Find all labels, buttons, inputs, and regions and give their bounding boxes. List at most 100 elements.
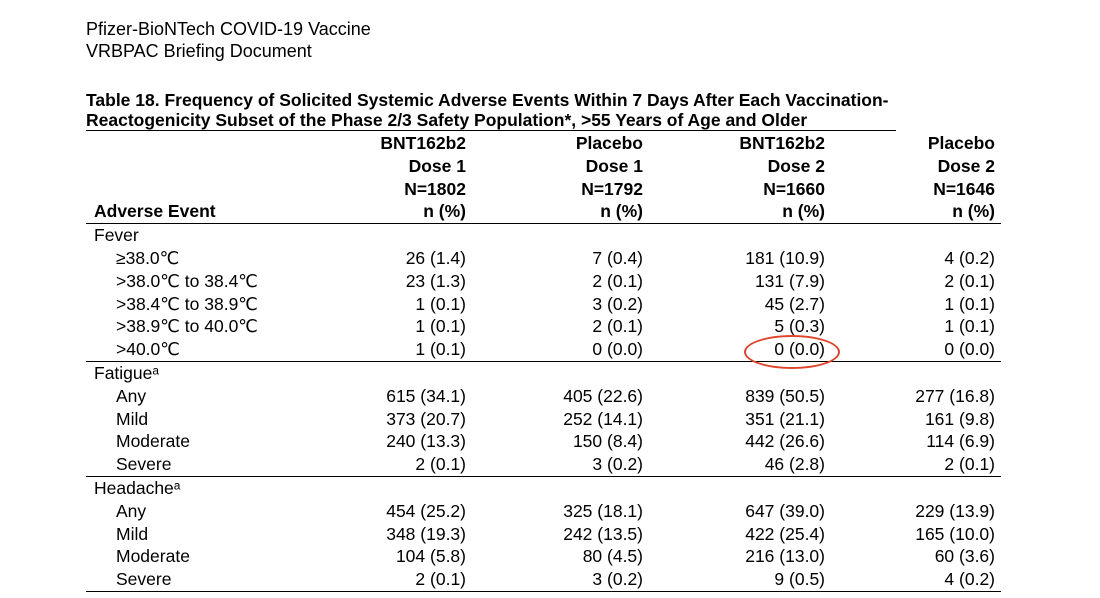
table-title-line-2: Reactogenicity Subset of the Phase 2/3 S… — [86, 110, 808, 130]
column-dose: Dose 1 — [408, 155, 466, 176]
column-unit: n (%) — [354, 200, 472, 225]
row-label: Moderate — [116, 546, 190, 567]
table-cell: 46 (2.8) — [649, 453, 831, 477]
table-cell: 839 (50.5) — [745, 385, 825, 406]
group-name-fever: Fever — [94, 225, 139, 246]
row-label: Severe — [86, 568, 354, 592]
table-cell: 0 (0.0) — [831, 338, 1001, 362]
row-label: Mild — [116, 523, 149, 544]
table-cell: 229 (13.9) — [915, 500, 995, 521]
table-cell: 80 (4.5) — [582, 546, 643, 567]
group-name-headache: Headacheᵃ — [94, 477, 181, 498]
table-cell: 252 (14.1) — [563, 408, 643, 429]
table-cell: 0 (0.0) — [649, 338, 831, 362]
table-cell: 3 (0.2) — [592, 293, 643, 314]
table-row: >38.0℃ to 38.4℃ 23 (1.3) 2 (0.1) 131 (7.… — [86, 270, 1001, 293]
table-cell: 422 (25.4) — [745, 523, 825, 544]
table-cell: 615 (34.1) — [386, 385, 466, 406]
table-cell: 165 (10.0) — [915, 523, 995, 544]
column-product: Placebo — [927, 133, 995, 153]
table-row: Moderate 104 (5.8) 80 (4.5) 216 (13.0) 6… — [86, 545, 1001, 568]
group-header-row: Headacheᵃ — [86, 476, 1001, 499]
table-row: >38.9℃ to 40.0℃ 1 (0.1) 2 (0.1) 5 (0.3) … — [86, 315, 1001, 338]
table-cell: 181 (10.9) — [745, 247, 825, 268]
document-header: Pfizer-BioNTech COVID-19 Vaccine VRBPAC … — [86, 18, 371, 62]
table-cell: 4 (0.2) — [831, 568, 1001, 592]
table-cell: 3 (0.2) — [472, 568, 649, 592]
table-cell: 0 (0.0) — [472, 338, 649, 362]
row-label: Any — [116, 500, 147, 521]
table-row: Any 615 (34.1) 405 (22.6) 839 (50.5) 277… — [86, 385, 1001, 408]
column-sample-size: N=1646 — [933, 178, 995, 199]
table-cell: 3 (0.2) — [472, 453, 649, 477]
column-product: BNT162b2 — [380, 133, 466, 153]
row-label: Mild — [116, 408, 149, 429]
table-cell: 2 (0.1) — [592, 270, 643, 291]
row-label: Any — [116, 385, 147, 406]
table-cell: 2 (0.1) — [354, 453, 472, 477]
table-cell: 2 (0.1) — [831, 453, 1001, 477]
table-cell: 242 (13.5) — [563, 523, 643, 544]
row-label: >38.0℃ to 38.4℃ — [116, 270, 258, 291]
table-cell: 9 (0.5) — [649, 568, 831, 592]
table-cell: 1 (0.1) — [354, 338, 472, 362]
row-label: ≥38.0℃ — [116, 247, 180, 268]
table-title-line-1: Table 18. Frequency of Solicited Systemi… — [86, 90, 889, 110]
column-unit: n (%) — [831, 200, 1001, 225]
table-cell: 1 (0.1) — [415, 316, 466, 337]
table-cell: 161 (9.8) — [924, 408, 995, 429]
adverse-events-table: BNT162b2 Placebo BNT162b2 Placebo Dose 1… — [86, 132, 1001, 592]
table-cell: 405 (22.6) — [563, 385, 643, 406]
table-cell: 1 (0.1) — [415, 293, 466, 314]
row-label: >40.0℃ — [86, 338, 354, 362]
column-dose: Dose 2 — [767, 155, 825, 176]
adverse-event-column-header: Adverse Event — [86, 200, 354, 225]
table-cell: 454 (25.2) — [386, 500, 466, 521]
table-row: Severe 2 (0.1) 3 (0.2) 46 (2.8) 2 (0.1) — [86, 453, 1001, 477]
table-row: >40.0℃ 1 (0.1) 0 (0.0) 0 (0.0) 0 (0.0) — [86, 338, 1001, 362]
table-cell: 1 (0.1) — [944, 293, 995, 314]
table-cell: 131 (7.9) — [754, 270, 825, 291]
table-cell: 647 (39.0) — [745, 500, 825, 521]
table-cell: 277 (16.8) — [915, 385, 995, 406]
table-cell: 348 (19.3) — [386, 523, 466, 544]
table-cell: 45 (2.7) — [764, 293, 825, 314]
table-cell: 2 (0.1) — [944, 270, 995, 291]
table-cell: 2 (0.1) — [354, 568, 472, 592]
table-cell: 23 (1.3) — [405, 270, 466, 291]
group-name-fatigue: Fatigueᵃ — [94, 362, 159, 383]
table-cell: 351 (21.1) — [745, 408, 825, 429]
table-row: >38.4℃ to 38.9℃ 1 (0.1) 3 (0.2) 45 (2.7)… — [86, 293, 1001, 316]
group-header-row: Fatigueᵃ — [86, 361, 1001, 384]
column-unit: n (%) — [649, 200, 831, 225]
table-cell: 114 (6.9) — [926, 431, 995, 452]
table-cell: 150 (8.4) — [572, 431, 643, 452]
table-cell: 7 (0.4) — [592, 247, 643, 268]
row-label: Moderate — [116, 431, 190, 452]
table-row: Severe 2 (0.1) 3 (0.2) 9 (0.5) 4 (0.2) — [86, 568, 1001, 592]
column-unit: n (%) — [472, 200, 649, 225]
table-row: ≥38.0℃ 26 (1.4) 7 (0.4) 181 (10.9) 4 (0.… — [86, 247, 1001, 270]
table-cell: 373 (20.7) — [386, 408, 466, 429]
column-dose: Dose 1 — [585, 155, 643, 176]
table-cell: 240 (13.3) — [386, 431, 466, 452]
document-subtitle: VRBPAC Briefing Document — [86, 41, 312, 61]
table-cell: 104 (5.8) — [395, 546, 466, 567]
table-title: Table 18. Frequency of Solicited Systemi… — [86, 90, 996, 130]
group-header-row: Fever — [86, 224, 1001, 247]
table-cell: 60 (3.6) — [934, 546, 995, 567]
table-row: Mild 373 (20.7) 252 (14.1) 351 (21.1) 16… — [86, 408, 1001, 431]
column-sample-size: N=1660 — [763, 178, 825, 199]
table-row: Mild 348 (19.3) 242 (13.5) 422 (25.4) 16… — [86, 523, 1001, 546]
column-dose: Dose 2 — [937, 155, 995, 176]
table-cell: 2 (0.1) — [592, 316, 643, 337]
table-row: Moderate 240 (13.3) 150 (8.4) 442 (26.6)… — [86, 430, 1001, 453]
column-sample-size: N=1802 — [404, 178, 466, 199]
table-cell: 1 (0.1) — [944, 316, 995, 337]
table-cell: 4 (0.2) — [944, 247, 995, 268]
table-cell: 442 (26.6) — [745, 431, 825, 452]
row-label: >38.4℃ to 38.9℃ — [116, 293, 258, 314]
column-product: Placebo — [575, 133, 643, 153]
title-underline — [86, 130, 896, 131]
table-cell: 5 (0.3) — [774, 316, 825, 337]
